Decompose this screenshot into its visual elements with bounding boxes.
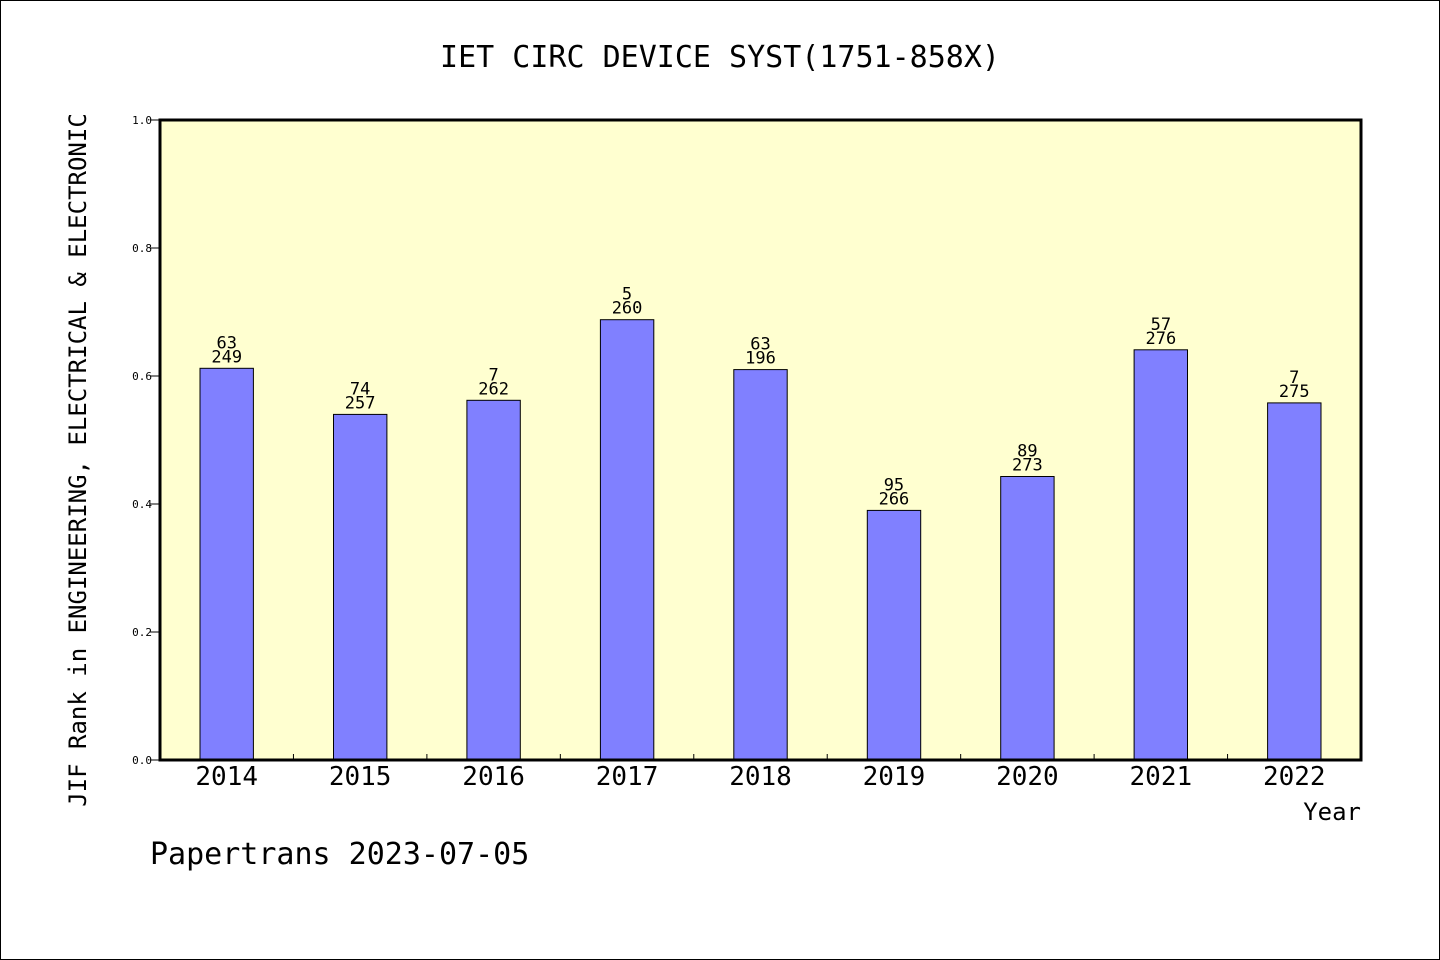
bar-2019 bbox=[866, 509, 922, 761]
bar-total-label-2019: 266 bbox=[879, 489, 910, 509]
x-axis-label: Year bbox=[1303, 798, 1361, 826]
bar-2015 bbox=[333, 413, 388, 761]
bar-2016 bbox=[466, 399, 521, 761]
y-tick-label-1.0: 1.0 bbox=[132, 114, 152, 127]
bar-total-label-2014: 249 bbox=[211, 347, 242, 367]
x-tick-label-2022: 2022 bbox=[1263, 762, 1326, 792]
bar-2020 bbox=[1000, 476, 1055, 761]
x-tick-label-2018: 2018 bbox=[729, 762, 792, 792]
bar-2021 bbox=[1133, 349, 1188, 761]
x-tick-label-2017: 2017 bbox=[596, 762, 659, 792]
bar-total-label-2015: 257 bbox=[345, 393, 376, 413]
bar-rank-label-2014: 63 bbox=[216, 333, 236, 353]
y-tick-label-0.8: 0.8 bbox=[132, 242, 152, 255]
plot-border bbox=[158, 118, 1363, 762]
bar-2022 bbox=[1267, 402, 1322, 761]
bar-total-label-2022: 275 bbox=[1279, 382, 1310, 402]
chart-title: IET CIRC DEVICE SYST(1751-858X) bbox=[440, 40, 1000, 75]
bar-rank-label-2017: 5 bbox=[622, 285, 632, 305]
x-tick-label-2020: 2020 bbox=[996, 762, 1059, 792]
bar-rank-label-2018: 63 bbox=[750, 335, 770, 355]
bar-rank-label-2022: 7 bbox=[1289, 368, 1299, 388]
y-tick-label-0.0: 0.0 bbox=[132, 754, 152, 767]
bar-rank-label-2015: 74 bbox=[350, 379, 370, 399]
bar-total-label-2017: 260 bbox=[612, 299, 643, 319]
bar-rank-label-2020: 89 bbox=[1017, 442, 1037, 462]
bar-rank-label-2016: 7 bbox=[488, 365, 498, 385]
y-tick-label-0.6: 0.6 bbox=[132, 370, 152, 383]
x-tick-label-2015: 2015 bbox=[329, 762, 392, 792]
bar-2014 bbox=[199, 367, 254, 761]
bar-total-label-2021: 276 bbox=[1145, 329, 1176, 349]
y-tick-label-0.4: 0.4 bbox=[132, 498, 152, 511]
x-tick-label-2019: 2019 bbox=[863, 762, 926, 792]
x-tick-label-2021: 2021 bbox=[1130, 762, 1193, 792]
bar-total-label-2018: 196 bbox=[745, 349, 776, 369]
y-axis-label: JIF Rank in ENGINEERING, ELECTRICAL & EL… bbox=[64, 113, 92, 807]
y-tick-label-0.2: 0.2 bbox=[132, 626, 152, 639]
x-tick-label-2016: 2016 bbox=[462, 762, 525, 792]
bar-rank-label-2021: 57 bbox=[1151, 315, 1171, 335]
bar-total-label-2020: 273 bbox=[1012, 456, 1043, 476]
bar-2017 bbox=[599, 319, 655, 761]
bar-2018 bbox=[733, 369, 788, 761]
x-tick-label-2014: 2014 bbox=[195, 762, 258, 792]
bar-total-label-2016: 262 bbox=[478, 379, 509, 399]
footer-text: Papertrans 2023-07-05 bbox=[150, 837, 529, 872]
bar-rank-label-2019: 95 bbox=[884, 475, 904, 495]
